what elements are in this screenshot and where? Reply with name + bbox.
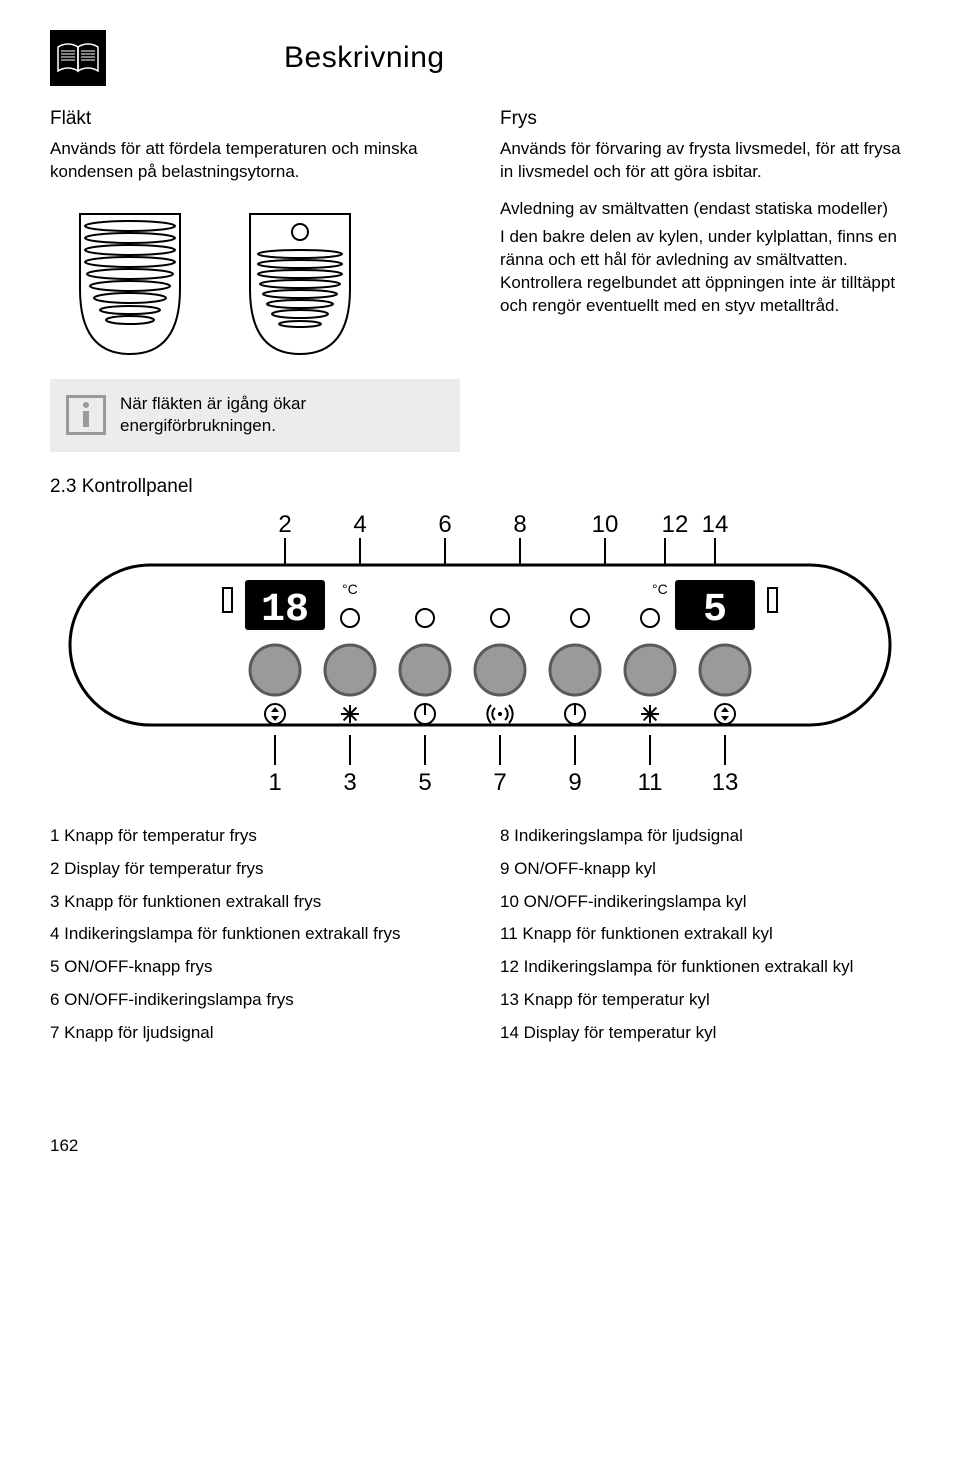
legend-item: 14 Display för temperatur kyl — [500, 1022, 910, 1045]
top-num-2: 2 — [278, 511, 291, 538]
left-column: Fläkt Används för att fördela temperatur… — [50, 106, 460, 452]
fan-shield-button-icon — [240, 204, 360, 359]
fan-icons-row — [50, 204, 460, 359]
content-columns: Fläkt Används för att fördela temperatur… — [50, 106, 910, 452]
right-para2: I den bakre delen av kylen, under kylpla… — [500, 226, 910, 318]
legend-item: 13 Knapp för temperatur kyl — [500, 989, 910, 1012]
top-num-8: 8 — [513, 511, 526, 538]
legend-item: 8 Indikeringslampa för ljudsignal — [500, 825, 910, 848]
right-column: Frys Används för förvaring av frysta liv… — [500, 106, 910, 452]
bot-num-5: 5 — [418, 769, 431, 796]
page-title: Beskrivning — [284, 38, 445, 79]
bot-num-13: 13 — [712, 769, 739, 796]
unit-right: °C — [652, 581, 668, 597]
section-23-heading: 2.3 Kontrollpanel — [50, 474, 910, 500]
legend-item: 4 Indikeringslampa för funktionen extrak… — [50, 923, 460, 946]
legend-item: 9 ON/OFF-knapp kyl — [500, 858, 910, 881]
legend-item: 1 Knapp för temperatur frys — [50, 825, 460, 848]
display-right: 5 — [703, 588, 727, 633]
top-num-6: 6 — [438, 511, 451, 538]
bot-num-9: 9 — [568, 769, 581, 796]
info-text: När fläkten är igång ökar energiförbrukn… — [120, 393, 444, 439]
control-panel-diagram: 2 4 6 8 10 12 14 18 °C °C — [50, 510, 910, 807]
info-box: När fläkten är igång ökar energiförbrukn… — [50, 379, 460, 453]
page-number: 162 — [50, 1135, 910, 1158]
display-left: 18 — [261, 588, 309, 633]
bot-num-7: 7 — [493, 769, 506, 796]
legend-item: 7 Knapp för ljudsignal — [50, 1022, 460, 1045]
top-num-12: 12 — [662, 511, 689, 538]
bot-num-3: 3 — [343, 769, 356, 796]
legend-item: 5 ON/OFF-knapp frys — [50, 956, 460, 979]
bot-num-1: 1 — [268, 769, 281, 796]
right-heading: Frys — [500, 106, 910, 132]
top-num-4: 4 — [353, 511, 366, 538]
right-para1: Används för förvaring av frysta livsmede… — [500, 138, 910, 184]
book-icon — [50, 30, 106, 86]
unit-left: °C — [342, 581, 358, 597]
legend-columns: 1 Knapp för temperatur frys 2 Display fö… — [50, 825, 910, 1056]
info-icon — [66, 395, 106, 435]
bot-num-11: 11 — [638, 769, 663, 796]
left-para1: Används för att fördela temperaturen och… — [50, 138, 460, 184]
legend-left: 1 Knapp för temperatur frys 2 Display fö… — [50, 825, 460, 1056]
left-heading: Fläkt — [50, 106, 460, 132]
legend-item: 3 Knapp för funktionen extrakall frys — [50, 891, 460, 914]
legend-item: 6 ON/OFF-indikeringslampa frys — [50, 989, 460, 1012]
header: Beskrivning — [50, 30, 910, 86]
top-num-10: 10 — [592, 511, 619, 538]
legend-item: 11 Knapp för funktionen extrakall kyl — [500, 923, 910, 946]
right-sub2: Avledning av smältvatten (endast statisk… — [500, 198, 910, 221]
top-num-14: 14 — [702, 511, 729, 538]
legend-item: 10 ON/OFF-indikeringslampa kyl — [500, 891, 910, 914]
legend-item: 2 Display för temperatur frys — [50, 858, 460, 881]
legend-right: 8 Indikeringslampa för ljudsignal 9 ON/O… — [500, 825, 910, 1056]
legend-item: 12 Indikeringslampa för funktionen extra… — [500, 956, 910, 979]
fan-shield-icon — [70, 204, 190, 359]
